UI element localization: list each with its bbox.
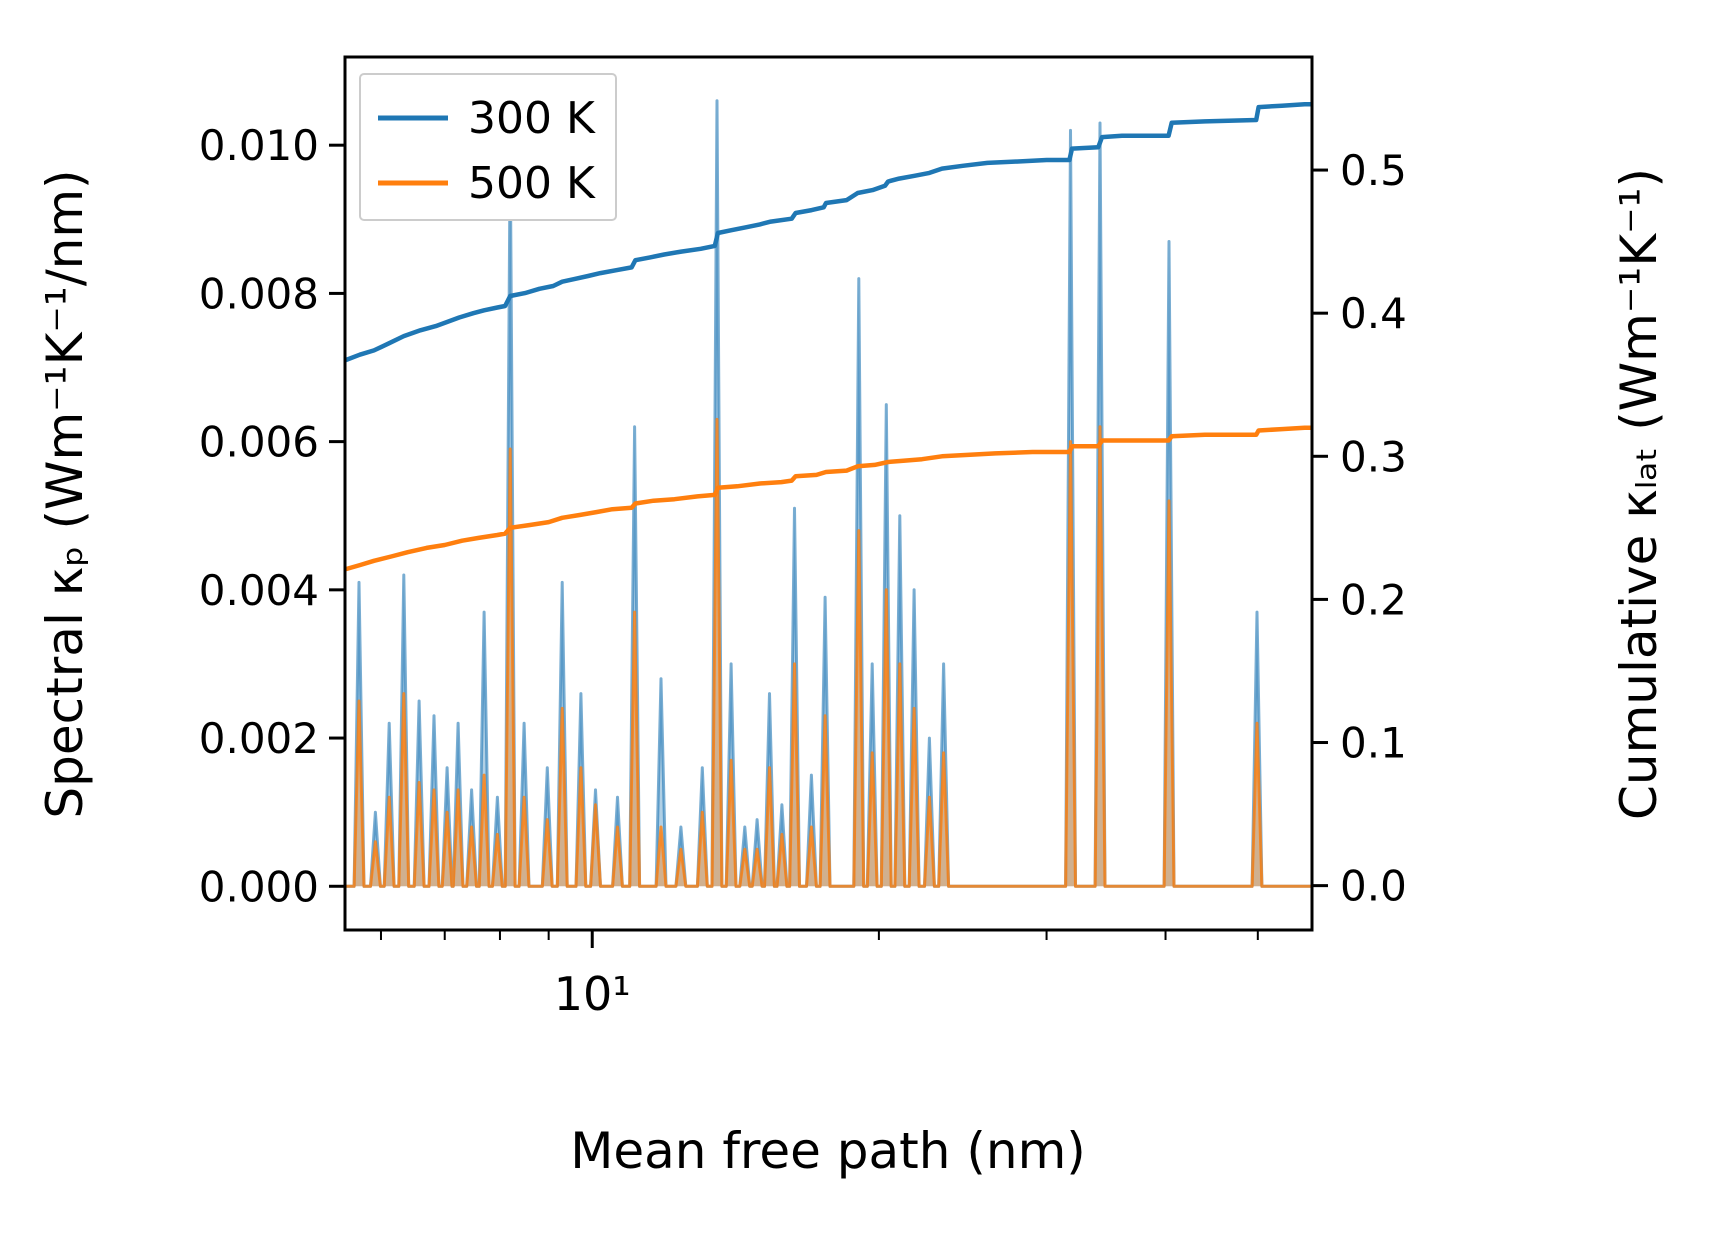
right-axis-tick-label: 0.1 bbox=[1340, 719, 1407, 768]
right-axis-tick-label: 0.5 bbox=[1340, 146, 1407, 195]
y-axis-left-label: Spectral κₚ (Wm⁻¹K⁻¹/nm) bbox=[36, 169, 94, 818]
plot-area: 0.000 0.002 0.004 0.006 0.008 0.010 0.0 0.1 0.2 0… bbox=[199, 55, 1407, 1021]
left-axis-tick-label: 0.004 bbox=[199, 566, 319, 615]
right-axis-tick-label: 0.2 bbox=[1340, 575, 1407, 624]
x-axis-tick-label: 10¹ bbox=[554, 967, 631, 1021]
left-axis-tick-label: 0.002 bbox=[199, 714, 319, 763]
left-axis-tick-label: 0.006 bbox=[199, 418, 319, 467]
left-axis-tick-label: 0.010 bbox=[199, 121, 319, 170]
axes-frame bbox=[343, 55, 1314, 932]
right-axis-tick-label: 0.3 bbox=[1340, 432, 1407, 481]
cumulative-300K-line bbox=[344, 101, 1312, 363]
legend: 300 K 500 K bbox=[359, 73, 617, 221]
spectral-500K-line bbox=[345, 417, 1312, 888]
cumulative-500K-line bbox=[344, 425, 1312, 572]
right-axis-tick-label: 0.4 bbox=[1340, 289, 1407, 338]
legend-label-300K: 300 K bbox=[468, 93, 596, 144]
left-axis-tick-label: 0.008 bbox=[199, 269, 319, 318]
right-axis-tick-label: 0.0 bbox=[1340, 862, 1407, 911]
left-axis-tick-label: 0.000 bbox=[199, 862, 319, 911]
y-axis-right-label: Cumulative κₗₐₜ (Wm⁻¹K⁻¹) bbox=[1610, 168, 1668, 820]
x-axis-label: Mean free path (nm) bbox=[570, 1122, 1086, 1180]
legend-label-500K: 500 K bbox=[468, 158, 596, 209]
